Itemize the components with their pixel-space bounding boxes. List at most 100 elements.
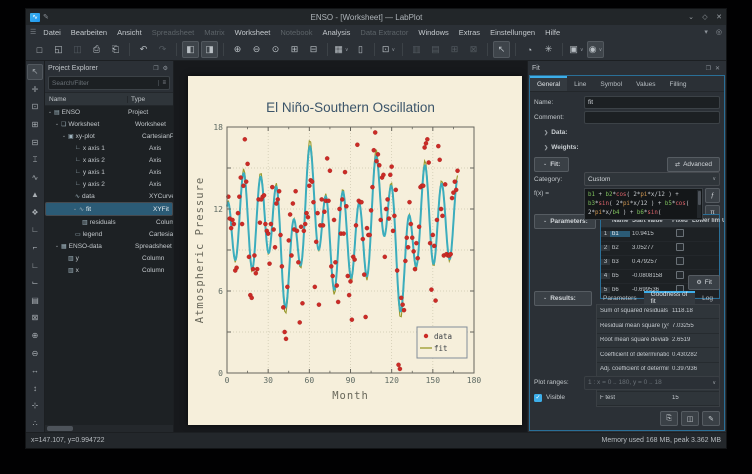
tree-column-headers[interactable]: Name Type — [45, 92, 173, 106]
add-boxplot-icon[interactable]: ❖ — [27, 205, 43, 221]
fit-to-width-icon[interactable]: ⊟ — [305, 41, 322, 58]
tree-expander-icon[interactable]: ⌄ — [61, 133, 67, 139]
more-tools-icon[interactable]: ∴ — [27, 416, 43, 432]
dock-menu-icon[interactable]: ⚙ — [161, 65, 170, 72]
menu-hilfe[interactable]: Hilfe — [540, 28, 565, 37]
param-row-b2[interactable]: 2b23.05277 — [601, 242, 719, 256]
notifications-icon[interactable]: ▾ — [700, 28, 712, 36]
data-group-header[interactable]: ❯Data: — [544, 129, 720, 136]
tree-item-worksheet[interactable]: ⌄❏WorksheetWorksheet — [45, 118, 173, 130]
tree-item-residuals[interactable]: ▥residualsColumn — [45, 216, 173, 228]
add-horizontal-axis-icon[interactable]: ∟ — [27, 257, 43, 273]
titlebar[interactable]: ∿ ✎ ENSO - [Worksheet] — LabPlot ⌄ ◇ ✕ — [26, 9, 726, 25]
tab-general[interactable]: General — [530, 76, 567, 91]
formula-scrollbar[interactable] — [697, 190, 701, 218]
category-select[interactable]: Custom ∨ — [584, 172, 720, 186]
visible-checkbox[interactable]: ✓ — [534, 394, 542, 402]
dock-close-icon[interactable]: ✕ — [713, 65, 722, 72]
fixed-checkbox[interactable] — [676, 229, 684, 237]
dock-float-icon[interactable]: ❐ — [151, 65, 160, 72]
run-fit-button[interactable]: ⚙Fit — [688, 275, 720, 290]
add-image-icon[interactable]: ⊠ — [27, 310, 43, 326]
apply-actions-to-icon[interactable]: ◉∨ — [587, 41, 604, 58]
tree-item-xy-plot[interactable]: ⌄▣xy-plotCartesianPlot — [45, 130, 173, 142]
toggle-project-explorer-icon[interactable]: ◧ — [182, 41, 199, 58]
add-legend-icon[interactable]: ⌐ — [27, 240, 43, 256]
menu-datei[interactable]: Datei — [38, 28, 66, 37]
zoom-in-icon[interactable]: ⊕ — [229, 41, 246, 58]
fit-to-page-icon[interactable]: ⊞ — [286, 41, 303, 58]
tree-item-enso-data[interactable]: ⌄▦ENSO-dataSpreadsheet — [45, 240, 173, 252]
tree-item-data[interactable]: ∿dataXYCurve — [45, 190, 173, 202]
results-group-button[interactable]: ⌄Results: — [534, 291, 592, 306]
menu-einstellungen[interactable]: Einstellungen — [485, 28, 540, 37]
undo-icon[interactable]: ↶ — [135, 41, 152, 58]
tree-item-x-axis-1[interactable]: ∟x axis 1Axis — [45, 142, 173, 154]
minimize-button[interactable]: ⌄ — [684, 13, 698, 21]
tree-item-y[interactable]: ▥yColumn — [45, 252, 173, 264]
select-mode-icon[interactable]: ↖ — [27, 64, 43, 80]
weights-group-header[interactable]: ❯Weights: — [544, 144, 720, 151]
fit-group-button[interactable]: ⌄Fit: — [534, 157, 569, 172]
magnification-icon[interactable]: ⊡∨ — [380, 41, 397, 58]
results-tab-goodness-of-fit[interactable]: Goodness of fit — [644, 291, 696, 304]
select-mode-icon[interactable]: ↖ — [493, 41, 510, 58]
presenter-mode-icon[interactable]: ◔ — [521, 41, 538, 58]
zoom-original-icon[interactable]: ⊙ — [267, 41, 284, 58]
zoom-y-select-icon[interactable]: ⊟ — [27, 134, 43, 150]
tab-filling[interactable]: Filling — [663, 76, 694, 91]
worksheet-view[interactable]: 0306090120150180061218El Niño-Southern O… — [174, 61, 528, 432]
crosshair-mode-icon[interactable]: ✛ — [27, 82, 43, 98]
scrollbar-thumb[interactable] — [47, 426, 73, 431]
new-plot-area-icon[interactable]: ▦∨ — [333, 41, 350, 58]
tree-item-legend[interactable]: ▭legendCartesianPlotLegend — [45, 228, 173, 240]
add-vertical-axis-icon[interactable]: ⌙ — [27, 275, 43, 291]
menu-worksheet[interactable]: Worksheet — [230, 28, 276, 37]
tree-expander-icon[interactable]: ⌄ — [47, 109, 53, 115]
zoom-out-tool-icon[interactable]: ⊖ — [27, 345, 43, 361]
close-button[interactable]: ✕ — [712, 13, 726, 21]
tree-item-x-axis-2[interactable]: ∟x axis 2Axis — [45, 154, 173, 166]
menu-bearbeiten[interactable]: Bearbeiten — [66, 28, 112, 37]
plot-interaction-mode-icon[interactable]: ▣∨ — [568, 41, 585, 58]
advanced-button[interactable]: ⇄Advanced — [667, 157, 720, 172]
zoom-in-tool-icon[interactable]: ⊕ — [27, 328, 43, 344]
print-preview-icon[interactable]: ⎗ — [107, 41, 124, 58]
results-tab-log[interactable]: Log — [695, 291, 720, 304]
comment-field[interactable] — [584, 111, 720, 124]
menu-analysis[interactable]: Analysis — [317, 28, 355, 37]
fixed-checkbox[interactable] — [676, 243, 684, 251]
new-text-label-icon[interactable]: ▯ — [352, 41, 369, 58]
menu-ansicht[interactable]: Ansicht — [112, 28, 147, 37]
cursor-tool-icon[interactable]: ⌶ — [27, 152, 43, 168]
zoom-select-icon[interactable]: ⊡ — [27, 99, 43, 115]
tree-expander-icon[interactable]: ⌄ — [72, 206, 78, 212]
search-input[interactable] — [49, 80, 158, 87]
recalculate-icon-button[interactable]: ⎘ — [660, 411, 678, 426]
tab-values[interactable]: Values — [629, 76, 662, 91]
tree-item-y-axis-2[interactable]: ∟y axis 2Axis — [45, 178, 173, 190]
save-as-icon-button[interactable]: ✎ — [702, 411, 720, 426]
column-header-name[interactable]: Name — [45, 96, 128, 103]
add-text-label-icon[interactable]: ▤ — [27, 293, 43, 309]
auto-scale-icon[interactable]: ⊹ — [27, 398, 43, 414]
save-icon-button[interactable]: ◫ — [681, 411, 699, 426]
add-histogram-icon[interactable]: ▲ — [27, 187, 43, 203]
tree-expander-icon[interactable]: ⌄ — [54, 121, 60, 127]
shift-y-icon[interactable]: ↕ — [27, 380, 43, 396]
maximize-button[interactable]: ◇ — [698, 13, 712, 21]
open-project-icon[interactable]: ◱ — [50, 41, 67, 58]
horizontal-scrollbar[interactable] — [45, 425, 173, 432]
insert-function-button[interactable]: ƒ — [705, 188, 720, 203]
tree-item-x[interactable]: ▥xColumn — [45, 264, 173, 276]
help-bubble-icon[interactable]: ◎ — [712, 28, 726, 36]
menu-windows[interactable]: Windows — [413, 28, 453, 37]
tab-line[interactable]: Line — [567, 76, 593, 91]
zoom-x-select-icon[interactable]: ⊞ — [27, 117, 43, 133]
shift-x-icon[interactable]: ↔ — [27, 363, 43, 379]
fixed-checkbox[interactable] — [676, 257, 684, 265]
print-icon[interactable]: ⎙ — [88, 41, 105, 58]
column-header-type[interactable]: Type — [128, 96, 173, 103]
menu-extras[interactable]: Extras — [454, 28, 485, 37]
dock-float-icon[interactable]: ❐ — [704, 65, 713, 72]
